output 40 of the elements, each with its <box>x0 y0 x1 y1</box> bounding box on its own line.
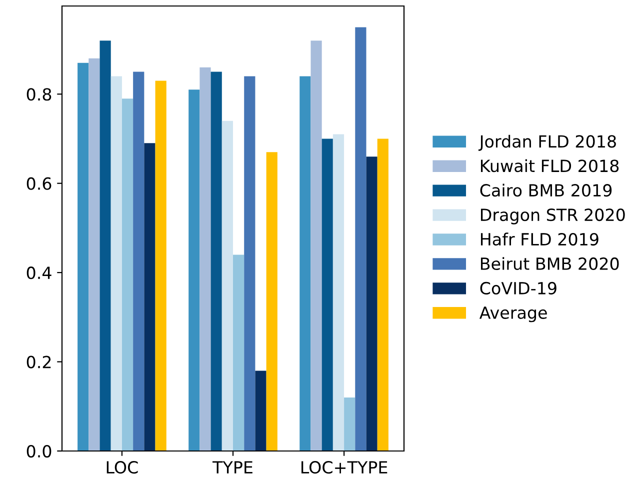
legend-label: Beirut BMB 2020 <box>480 257 619 270</box>
bar <box>310 40 322 451</box>
bar <box>100 40 111 451</box>
bar <box>133 72 144 451</box>
bar <box>188 90 200 451</box>
bar <box>255 370 266 451</box>
bar <box>355 27 366 451</box>
y-tick-label: 0.8 <box>26 88 52 101</box>
bar <box>266 152 278 451</box>
y-tick-label: 0.2 <box>26 356 51 368</box>
y-tick-label: 0.0 <box>26 444 52 458</box>
bar <box>222 120 233 451</box>
bar <box>110 76 122 451</box>
y-tick-label: 0.4 <box>26 266 52 280</box>
bar <box>366 156 378 451</box>
bar <box>244 76 256 451</box>
legend-label: Average <box>479 306 547 322</box>
bar <box>88 58 100 451</box>
bar <box>210 72 222 451</box>
x-tick-label: LOC <box>106 461 138 474</box>
x-tick-label: TYPE <box>212 461 252 474</box>
legend-label: Cairo BMB 2019 <box>480 184 612 197</box>
bar <box>332 134 344 451</box>
bar <box>200 67 211 451</box>
bar <box>322 138 333 451</box>
legend-label: Kuwait FLD 2018 <box>480 159 619 172</box>
legend-label: Hafr FLD 2019 <box>480 232 598 246</box>
legend-label: Jordan FLD 2018 <box>478 134 616 151</box>
bar <box>344 397 356 451</box>
legend-label: Dragon STR 2020 <box>480 208 625 224</box>
bar <box>233 254 244 451</box>
bar <box>122 98 134 451</box>
bar <box>78 62 89 451</box>
y-tick-label: 0.6 <box>26 177 52 190</box>
x-tick-label: LOC+TYPE <box>302 461 388 474</box>
bar <box>300 76 311 451</box>
bar <box>377 138 388 451</box>
bar <box>155 80 166 451</box>
bar <box>144 143 156 451</box>
legend-label: CoVID-19 <box>480 282 556 294</box>
